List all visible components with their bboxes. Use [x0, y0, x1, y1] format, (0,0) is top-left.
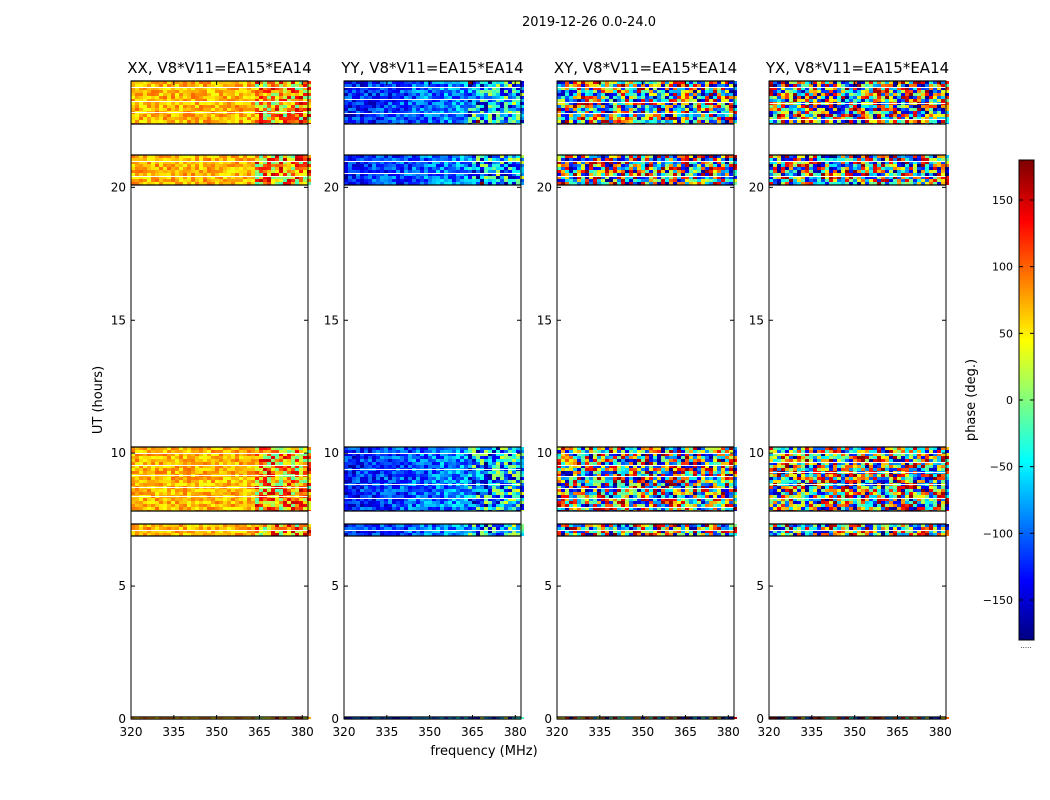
x-tick-label: 350 — [843, 725, 866, 739]
colorbar-label: phase (deg.) — [964, 359, 979, 441]
colorbar-tick-label: 50 — [999, 327, 1013, 340]
x-tick-label: 350 — [631, 725, 654, 739]
x-tick-label: 380 — [291, 725, 314, 739]
y-tick-label: 10 — [111, 446, 126, 460]
x-axis-label: frequency (MHz) — [430, 744, 537, 759]
colorbar: 150 100 50 0 −50 −100 −150 — [983, 159, 1035, 641]
y-tick-label: 10 — [537, 446, 552, 460]
x-tick-label: 335 — [162, 725, 185, 739]
y-tick-label: 10 — [324, 446, 339, 460]
y-tick-label: 0 — [331, 712, 339, 726]
y-tick-label: 15 — [324, 313, 339, 327]
y-tick-label: 5 — [544, 579, 552, 593]
y-tick-label: 5 — [118, 579, 126, 593]
y-tick-label: 20 — [537, 180, 552, 194]
colorbar-tick-label: 0 — [1006, 394, 1013, 407]
y-tick-label: 10 — [749, 446, 764, 460]
panel-title: XX, V8*V11=EA15*EA14 — [127, 59, 311, 77]
y-tick-label: 0 — [756, 712, 764, 726]
colorbar-footer: ..... — [1020, 642, 1031, 650]
x-tick-label: 365 — [886, 725, 909, 739]
x-tick-label: 320 — [758, 725, 781, 739]
y-tick-label: 15 — [749, 313, 764, 327]
panel-2: XY, V8*V11=EA15*EA14 320 335 350 365 380 0 5 10 1… — [537, 59, 740, 739]
y-axis-label: UT (hours) — [91, 366, 106, 434]
panel-frame — [343, 80, 522, 720]
panel-frame — [556, 80, 735, 720]
y-tick-label: 0 — [118, 712, 126, 726]
heatmap-cells — [769, 80, 949, 720]
x-tick-label: 365 — [461, 725, 484, 739]
panel-1: YY, V8*V11=EA15*EA14 320 335 350 365 380 0 5 10 1… — [324, 59, 527, 739]
panel-frame — [130, 80, 309, 720]
heatmap-cells — [557, 80, 737, 720]
panel-title: XY, V8*V11=EA15*EA14 — [554, 59, 737, 77]
x-tick-label: 320 — [546, 725, 569, 739]
x-tick-label: 365 — [674, 725, 697, 739]
heatmap-cells — [131, 80, 311, 720]
y-tick-label: 5 — [331, 579, 339, 593]
y-tick-label: 0 — [544, 712, 552, 726]
colorbar-tick-label: 100 — [992, 261, 1013, 274]
x-tick-label: 380 — [504, 725, 527, 739]
colorbar-tick-label: −50 — [990, 461, 1013, 474]
x-tick-label: 365 — [248, 725, 271, 739]
colorbar-tick-label: 150 — [992, 194, 1013, 207]
x-tick-label: 335 — [588, 725, 611, 739]
x-tick-label: 320 — [333, 725, 356, 739]
x-tick-label: 335 — [800, 725, 823, 739]
x-tick-label: 380 — [929, 725, 952, 739]
panel-title: YX, V8*V11=EA15*EA14 — [765, 59, 949, 77]
x-tick-label: 335 — [375, 725, 398, 739]
panel-frame — [768, 80, 947, 720]
y-tick-label: 15 — [111, 313, 126, 327]
x-tick-label: 350 — [418, 725, 441, 739]
x-tick-label: 320 — [120, 725, 143, 739]
figure-suptitle: 2019-12-26 0.0-24.0 — [522, 15, 656, 30]
panel-0: XX, V8*V11=EA15*EA14 320 335 350 365 380 0 5 10 1… — [111, 59, 314, 739]
colorbar-tick-label: −150 — [983, 594, 1013, 607]
panel-3: YX, V8*V11=EA15*EA14 320 335 350 365 380 0 5 10 1… — [749, 59, 952, 739]
panel-title: YY, V8*V11=EA15*EA14 — [340, 59, 523, 77]
x-tick-label: 380 — [717, 725, 740, 739]
colorbar-tick-label: −100 — [983, 527, 1013, 540]
y-tick-label: 5 — [756, 579, 764, 593]
y-tick-label: 15 — [537, 313, 552, 327]
y-tick-label: 20 — [749, 180, 764, 194]
panels: XX, V8*V11=EA15*EA14 320 335 350 365 380 0 5 10 1… — [111, 59, 952, 739]
heatmap-cells — [344, 80, 524, 720]
y-tick-label: 20 — [324, 180, 339, 194]
x-tick-label: 350 — [205, 725, 228, 739]
y-tick-label: 20 — [111, 180, 126, 194]
